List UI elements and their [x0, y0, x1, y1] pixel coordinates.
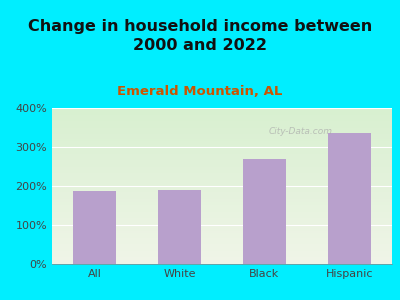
- Text: Emerald Mountain, AL: Emerald Mountain, AL: [117, 85, 283, 98]
- Bar: [73, 191, 116, 264]
- Text: Change in household income between
2000 and 2022: Change in household income between 2000 …: [28, 19, 372, 53]
- Bar: [328, 133, 371, 264]
- Bar: [158, 190, 201, 264]
- Bar: [243, 160, 286, 264]
- Text: City-Data.com: City-Data.com: [268, 127, 332, 136]
